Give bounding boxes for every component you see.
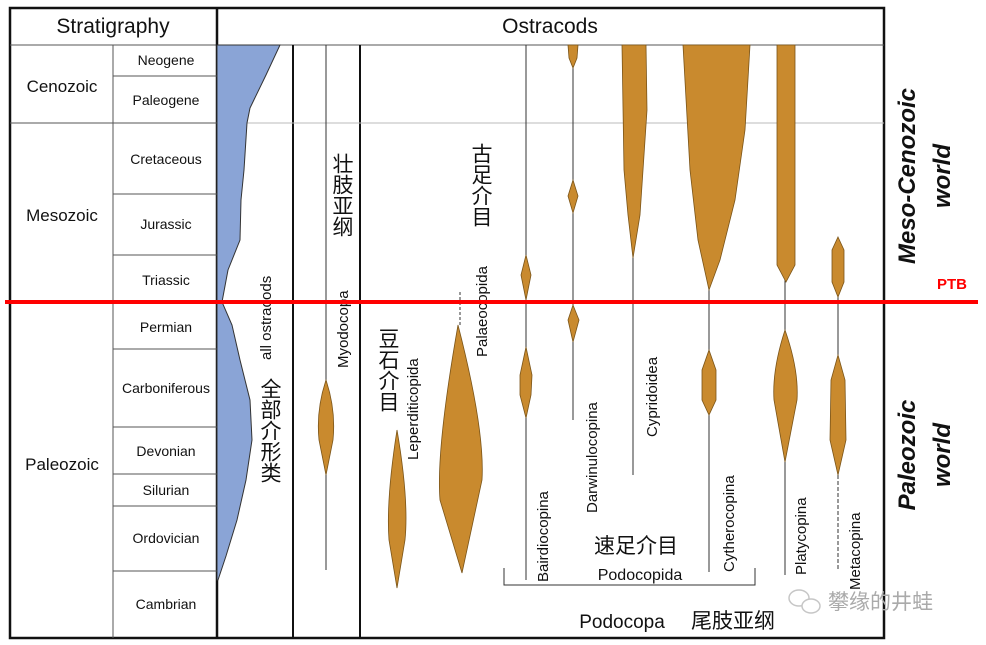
darwinulocopina-spindle bbox=[567, 303, 580, 343]
period-devonian: Devonian bbox=[136, 443, 195, 459]
platycopina-shape bbox=[776, 44, 796, 283]
wechat-icon bbox=[788, 589, 821, 614]
period-carboniferous: Carboniferous bbox=[122, 380, 210, 396]
meso-world-label: world bbox=[929, 143, 956, 208]
era-paleozoic: Paleozoic bbox=[25, 455, 99, 474]
period-cambrian: Cambrian bbox=[136, 596, 197, 612]
darwinulocopina-label: Darwinulocopina bbox=[584, 401, 601, 513]
period-jurassic: Jurassic bbox=[140, 216, 191, 232]
paleo-world-label: world bbox=[929, 422, 956, 487]
all-ostracods-label: all ostracods bbox=[258, 276, 275, 360]
podocopa-label-cn: 尾肢亚纲 bbox=[691, 609, 775, 633]
era-cenozoic: Cenozoic bbox=[27, 77, 98, 96]
bairdiocopina-spindle bbox=[520, 254, 532, 301]
metacopina-label: Metacopina bbox=[847, 512, 864, 590]
all-ostracods-curve bbox=[216, 44, 281, 581]
platycopina-label: Platycopina bbox=[793, 497, 810, 575]
all-ostracods-label-cn: 全部介形类 bbox=[258, 378, 282, 483]
palaeocopida-spindle bbox=[438, 324, 483, 574]
paleozoic-label: Paleozoic bbox=[894, 400, 921, 511]
myodocopa-spindle bbox=[317, 378, 335, 476]
period-permian: Permian bbox=[140, 319, 192, 335]
leperditicopida-spindle bbox=[387, 429, 407, 589]
palaeocopida-label: Palaeocopida bbox=[474, 265, 491, 357]
darwinulocopina-spindle bbox=[567, 178, 579, 215]
period-neogene: Neogene bbox=[138, 52, 195, 68]
platycopina-spindle bbox=[773, 328, 798, 463]
metacopina-spindle bbox=[829, 353, 847, 476]
meso-cenozoic-label: Meso-Cenozoic bbox=[894, 88, 921, 264]
stratigraphy-header: Stratigraphy bbox=[56, 15, 170, 38]
cypridoidea-shape bbox=[621, 44, 648, 259]
bairdiocopina-spindle bbox=[519, 346, 533, 419]
period-cretaceous: Cretaceous bbox=[130, 151, 202, 167]
era-mesozoic: Mesozoic bbox=[26, 206, 98, 225]
period-boundaries bbox=[113, 75, 217, 572]
period-triassic: Triassic bbox=[142, 272, 190, 288]
myodocopa-label-cn: 壮肢亚纲 bbox=[330, 153, 354, 237]
leperditicopida-label: Leperditicopida bbox=[405, 358, 422, 460]
cytherocopina-shape bbox=[682, 44, 751, 292]
cytherocopina-spindle bbox=[701, 348, 717, 416]
palaeocopida-label-cn: 古足介目 bbox=[469, 143, 493, 227]
ostracods-header: Ostracods bbox=[502, 15, 598, 38]
metacopina-spindle bbox=[831, 236, 845, 299]
darwinulocopina-spindle bbox=[567, 44, 579, 70]
podocopida-bracket bbox=[503, 568, 756, 586]
watermark-text: 攀缘的井蛙 bbox=[828, 590, 933, 614]
podocopida-label-cn: 速足介目 bbox=[594, 534, 678, 558]
period-ordovician: Ordovician bbox=[133, 530, 200, 546]
cypridoidea-label: Cypridoidea bbox=[644, 356, 661, 437]
diagram-frame bbox=[8, 6, 886, 640]
leperditicopida-label-cn: 豆石介目 bbox=[376, 328, 400, 412]
bairdiocopina-label: Bairdiocopina bbox=[535, 490, 552, 582]
period-paleogene: Paleogene bbox=[133, 92, 200, 108]
period-silurian: Silurian bbox=[143, 482, 190, 498]
cytherocopina-label: Cytherocopina bbox=[721, 475, 738, 572]
podocopida-label: Podocopida bbox=[598, 567, 683, 584]
ptb-label: PTB bbox=[937, 276, 967, 293]
podocopa-label: Podocopa bbox=[579, 612, 665, 633]
myodocopa-label: Myodocopa bbox=[335, 290, 352, 368]
